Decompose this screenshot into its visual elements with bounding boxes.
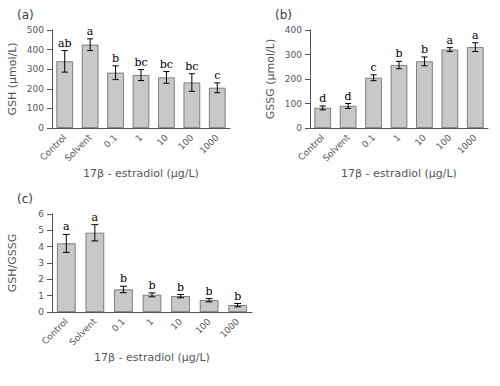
svg-text:GSH/GSSG: GSH/GSSG xyxy=(6,234,19,293)
svg-text:1000: 1000 xyxy=(198,132,221,155)
svg-text:bc: bc xyxy=(134,56,147,69)
svg-text:a: a xyxy=(92,211,99,224)
svg-text:1000: 1000 xyxy=(218,316,241,339)
svg-text:(a): (a) xyxy=(17,8,34,22)
svg-text:bc: bc xyxy=(185,60,198,73)
svg-text:2: 2 xyxy=(38,274,44,284)
svg-text:100: 100 xyxy=(434,132,453,151)
svg-text:0: 0 xyxy=(296,123,302,133)
svg-text:1: 1 xyxy=(391,132,402,143)
svg-text:1000: 1000 xyxy=(456,132,479,155)
svg-text:GSH (μmol/L): GSH (μmol/L) xyxy=(6,42,19,115)
svg-text:b: b xyxy=(148,279,155,292)
svg-text:6: 6 xyxy=(38,209,44,219)
svg-text:a: a xyxy=(63,220,70,233)
svg-text:1: 1 xyxy=(38,291,44,301)
svg-text:100: 100 xyxy=(285,99,302,109)
svg-text:10: 10 xyxy=(155,132,170,147)
svg-text:500: 500 xyxy=(27,25,44,35)
svg-text:400: 400 xyxy=(285,25,302,35)
svg-text:100: 100 xyxy=(193,316,212,335)
svg-text:b: b xyxy=(177,281,184,294)
svg-text:0: 0 xyxy=(38,307,44,317)
svg-text:0.1: 0.1 xyxy=(102,132,119,149)
svg-text:c: c xyxy=(370,61,376,74)
svg-text:Control: Control xyxy=(38,132,69,163)
svg-text:3: 3 xyxy=(38,258,44,268)
svg-text:100: 100 xyxy=(176,132,195,151)
svg-text:c: c xyxy=(214,69,220,82)
svg-text:a: a xyxy=(447,34,454,47)
svg-text:ab: ab xyxy=(58,37,72,50)
svg-text:a: a xyxy=(87,25,94,38)
svg-text:Solvent: Solvent xyxy=(321,132,352,163)
svg-text:10: 10 xyxy=(413,132,428,147)
svg-text:4: 4 xyxy=(38,242,44,252)
svg-text:GSSG (μmol/L): GSSG (μmol/L) xyxy=(264,39,277,119)
svg-text:(b): (b) xyxy=(275,8,292,22)
svg-text:d: d xyxy=(345,90,352,103)
svg-text:200: 200 xyxy=(27,84,44,94)
svg-text:0.1: 0.1 xyxy=(110,316,127,333)
svg-text:(c): (c) xyxy=(17,192,33,206)
svg-text:17β - estradiol (μg/L): 17β - estradiol (μg/L) xyxy=(83,167,199,180)
svg-text:bc: bc xyxy=(160,58,173,71)
svg-text:17β - estradiol (μg/L): 17β - estradiol (μg/L) xyxy=(341,167,457,180)
svg-text:a: a xyxy=(472,29,479,42)
svg-text:100: 100 xyxy=(27,103,44,113)
svg-text:200: 200 xyxy=(285,74,302,84)
svg-text:300: 300 xyxy=(285,50,302,60)
svg-text:b: b xyxy=(120,272,127,285)
svg-text:b: b xyxy=(234,290,241,303)
svg-text:300: 300 xyxy=(27,64,44,74)
svg-text:b: b xyxy=(421,43,428,56)
svg-text:Control: Control xyxy=(296,132,327,163)
svg-text:0.1: 0.1 xyxy=(360,132,377,149)
svg-text:b: b xyxy=(112,52,119,65)
svg-text:5: 5 xyxy=(38,225,44,235)
svg-text:b: b xyxy=(395,47,402,60)
svg-text:1: 1 xyxy=(133,132,144,143)
svg-text:0: 0 xyxy=(38,123,44,133)
svg-text:10: 10 xyxy=(169,316,184,331)
svg-text:17β - estradiol (μg/L): 17β - estradiol (μg/L) xyxy=(94,351,210,364)
svg-text:1: 1 xyxy=(144,316,155,327)
svg-text:b: b xyxy=(206,285,213,298)
svg-text:Solvent: Solvent xyxy=(67,316,98,347)
svg-text:400: 400 xyxy=(27,45,44,55)
svg-text:Control: Control xyxy=(40,316,70,346)
svg-text:Solvent: Solvent xyxy=(63,132,94,163)
svg-text:d: d xyxy=(319,92,326,105)
